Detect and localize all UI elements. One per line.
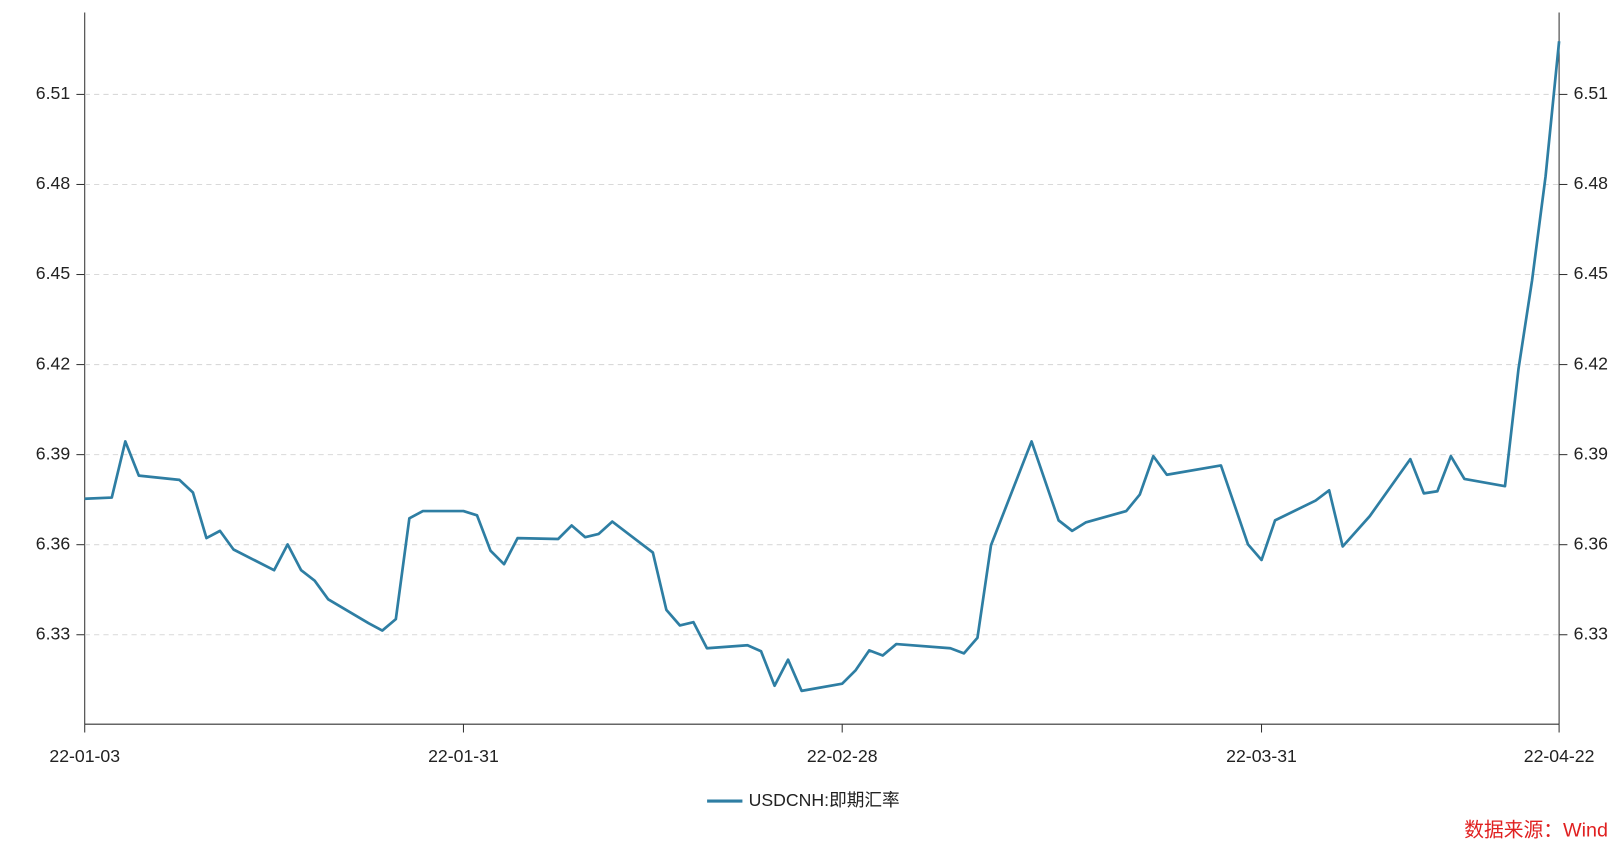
- y-tick-label-right: 6.42: [1574, 353, 1608, 373]
- x-tick-label: 22-01-31: [428, 746, 499, 766]
- source-note: 数据来源：Wind: [1464, 819, 1608, 841]
- x-tick-label: 22-01-03: [49, 746, 120, 766]
- y-tick-label-right: 6.39: [1574, 443, 1608, 463]
- legend-label: USDCNH:即期汇率: [749, 790, 900, 810]
- data-line: [84, 41, 1561, 693]
- y-tick-label: 6.42: [36, 353, 70, 373]
- y-tick-label-right: 6.45: [1574, 263, 1609, 283]
- y-tick-label: 6.51: [36, 83, 70, 103]
- y-tick-label: 6.33: [36, 623, 71, 643]
- x-tick-label: 22-04-22: [1524, 746, 1595, 766]
- y-tick-label: 6.36: [36, 533, 71, 553]
- y-tick-label-right: 6.33: [1574, 623, 1609, 643]
- x-tick-label: 22-03-31: [1226, 746, 1297, 766]
- y-tick-label-right: 6.51: [1574, 83, 1608, 103]
- x-tick-label: 22-02-28: [807, 746, 878, 766]
- y-tick-label-right: 6.48: [1574, 173, 1609, 193]
- y-tick-label: 6.48: [36, 173, 71, 193]
- y-tick-label: 6.45: [36, 263, 71, 283]
- y-tick-label-right: 6.36: [1574, 533, 1609, 553]
- y-tick-label: 6.39: [36, 443, 70, 463]
